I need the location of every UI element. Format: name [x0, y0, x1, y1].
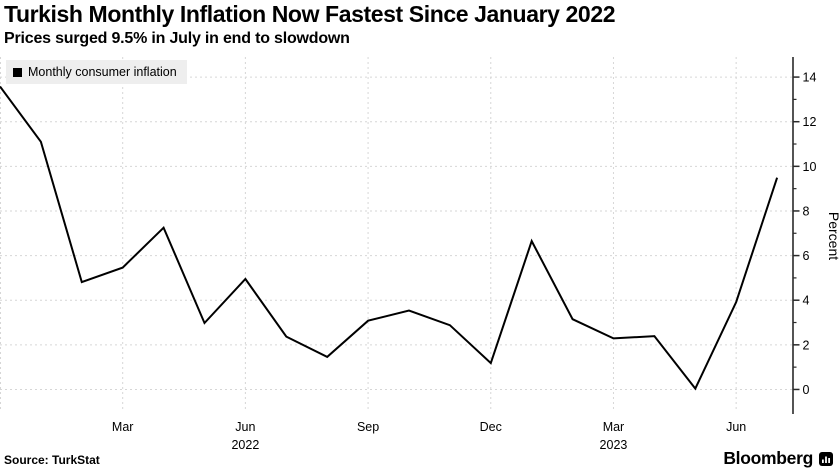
y-tick-label: 4 — [803, 294, 810, 308]
bloomberg-brand: Bloomberg — [723, 448, 833, 469]
x-tick-label: Mar — [112, 420, 134, 434]
y-tick-label: 0 — [803, 383, 810, 397]
y-axis-label: Percent — [826, 212, 840, 260]
x-tick-label: Jun — [235, 420, 255, 434]
bloomberg-wordmark: Bloomberg — [723, 448, 813, 468]
y-tick-label: 6 — [803, 249, 810, 263]
y-tick-label: 2 — [803, 338, 810, 352]
x-tick-label: Mar — [603, 420, 625, 434]
y-tick-label: 14 — [803, 71, 817, 85]
chart-subtitle: Prices surged 9.5% in July in end to slo… — [4, 30, 350, 47]
x-tick-year-label: 2022 — [231, 438, 259, 452]
source-note: Source: TurkStat — [4, 453, 100, 467]
y-tick-label: 10 — [803, 160, 817, 174]
data-line-monthly-consumer-inflation — [0, 85, 779, 391]
legend: Monthly consumer inflation — [6, 60, 187, 84]
x-tick-label: Dec — [480, 420, 502, 434]
x-tick-year-label: 2023 — [600, 438, 628, 452]
legend-swatch-icon — [13, 67, 22, 77]
x-tick-label: Jun — [726, 420, 746, 434]
y-tick-label: 8 — [803, 204, 810, 218]
bloomberg-logo-icon — [819, 451, 833, 466]
y-tick-label: 12 — [803, 115, 817, 129]
chart-title: Turkish Monthly Inflation Now Fastest Si… — [4, 1, 616, 27]
legend-label: Monthly consumer inflation — [28, 65, 177, 79]
x-tick-label: Sep — [357, 420, 379, 434]
